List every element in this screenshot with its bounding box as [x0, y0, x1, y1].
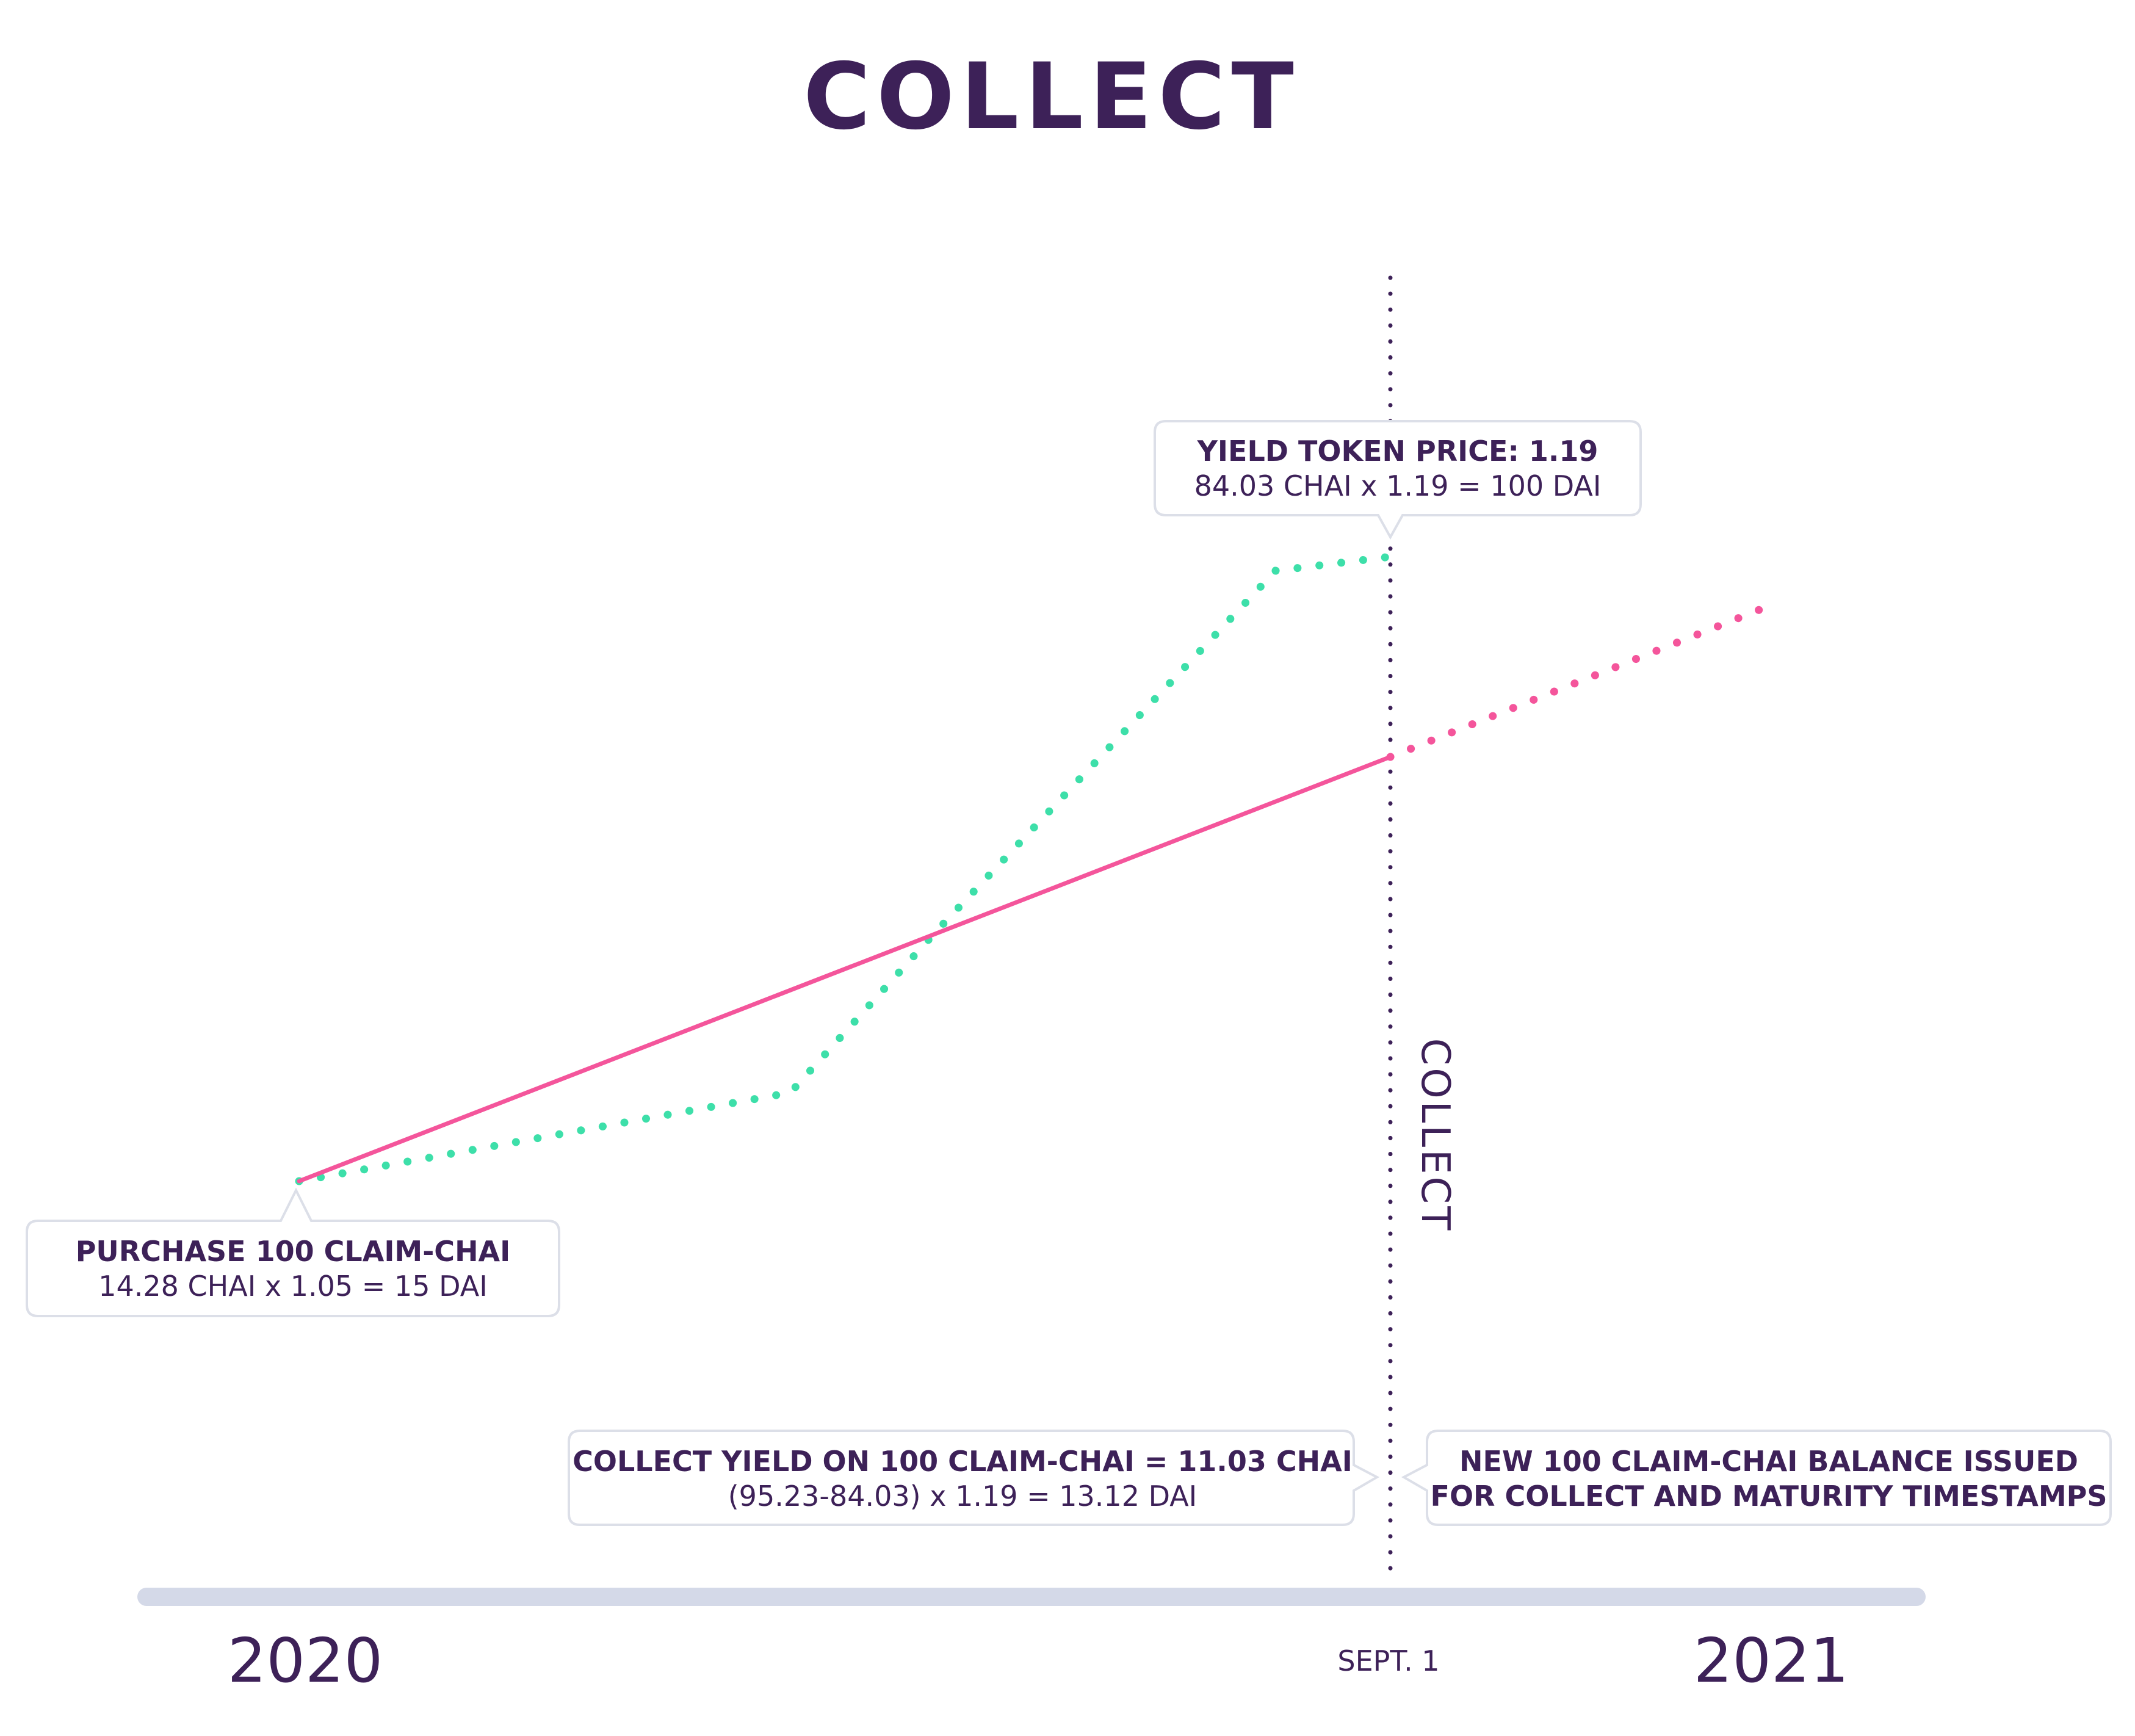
- callout-line2: FOR COLLECT AND MATURITY TIMESTAMPS: [1431, 1480, 2108, 1513]
- callout-title: COLLECT YIELD ON 100 CLAIM-CHAI = 11.03 …: [573, 1445, 1353, 1478]
- collect-date-label: SEPT. 1: [1337, 1644, 1439, 1677]
- claim-chai-projection-line: [1386, 600, 1777, 761]
- collect-vertical-label: COLLECT: [1412, 1038, 1458, 1233]
- new-balance-callout: NEW 100 CLAIM-CHAI BALANCE ISSUED FOR CO…: [1401, 1430, 2112, 1526]
- diagram-title: COLLECT: [803, 44, 1300, 150]
- callout-box: [26, 1187, 560, 1317]
- yield-price-callout: YIELD TOKEN PRICE: 1.19 84.03 CHAI x 1.1…: [1154, 420, 1642, 540]
- callout-box: [1154, 420, 1642, 540]
- purchase-callout: PURCHASE 100 CLAIM-CHAI 14.28 CHAI x 1.0…: [26, 1187, 560, 1317]
- callout-line1: NEW 100 CLAIM-CHAI BALANCE ISSUED: [1459, 1445, 2078, 1478]
- timeline-start-label: 2020: [228, 1625, 383, 1696]
- collect-yield-callout: COLLECT YIELD ON 100 CLAIM-CHAI = 11.03 …: [568, 1430, 1380, 1526]
- yield-token-price-line: [295, 552, 1395, 1185]
- callout-box: [568, 1430, 1380, 1526]
- claim-chai-value-line: [297, 754, 1393, 1184]
- callout-detail: (95.23-84.03) x 1.19 = 13.12 DAI: [728, 1480, 1198, 1513]
- callout-box: [1401, 1430, 2112, 1526]
- callout-detail: 84.03 CHAI x 1.19 = 100 DAI: [1194, 469, 1602, 502]
- callout-title: YIELD TOKEN PRICE: 1.19: [1197, 435, 1599, 468]
- callout-detail: 14.28 CHAI x 1.05 = 15 DAI: [98, 1270, 488, 1303]
- callout-title: PURCHASE 100 CLAIM-CHAI: [76, 1235, 511, 1268]
- timeline-end-label: 2021: [1694, 1625, 1849, 1696]
